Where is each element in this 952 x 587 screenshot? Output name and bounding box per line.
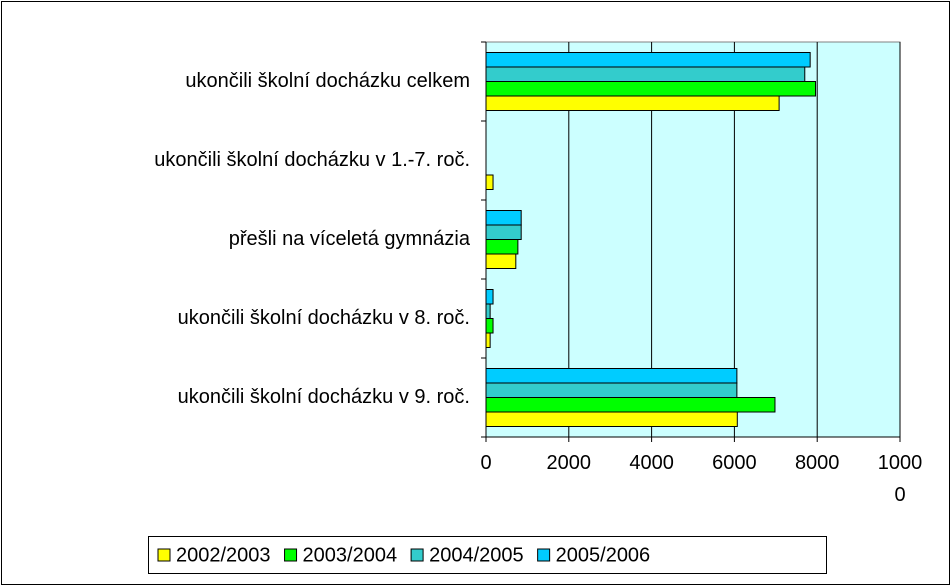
- legend-swatch: [537, 548, 551, 562]
- bar: [485, 224, 522, 240]
- bar: [485, 397, 776, 413]
- bar: [485, 368, 738, 384]
- bar: [485, 289, 494, 305]
- x-tick-label: 6000: [712, 452, 757, 474]
- x-tick-label: 4000: [629, 452, 674, 474]
- legend-swatch: [157, 548, 171, 562]
- bar: [485, 66, 806, 82]
- x-tick-label: 0: [480, 452, 492, 474]
- bar: [485, 52, 811, 68]
- legend-label: 2004/2005: [429, 544, 524, 566]
- bar: [485, 332, 491, 348]
- legend-label: 2002/2003: [176, 544, 271, 566]
- x-tick-label: 10000: [877, 452, 923, 506]
- bar: [485, 318, 494, 334]
- bar: [485, 253, 517, 269]
- legend-label: 2005/2006: [556, 544, 651, 566]
- y-tick-label: ukončili školní docházku v 8. roč.: [178, 307, 470, 329]
- bar: [485, 210, 522, 226]
- x-tick-label: 2000: [546, 452, 592, 474]
- legend-box: [148, 536, 827, 574]
- legend-swatch: [410, 548, 424, 562]
- legend-swatch: [284, 548, 298, 562]
- bar: [485, 303, 491, 319]
- bar: [485, 239, 519, 255]
- bar: [485, 411, 738, 427]
- y-tick-label: ukončili školní docházku v 1.-7. roč.: [154, 149, 470, 171]
- legend-label: 2003/2004: [303, 544, 398, 566]
- y-tick-label: přešli na víceletá gymnázia: [229, 228, 471, 250]
- bar: [485, 174, 494, 190]
- bar: [485, 81, 817, 97]
- y-tick-label: ukončili školní docházku v 9. roč.: [178, 386, 470, 408]
- x-tick-label: 8000: [794, 452, 840, 474]
- y-tick-label: ukončili školní docházku celkem: [185, 70, 470, 92]
- bar: [485, 382, 738, 398]
- bar: [485, 95, 780, 111]
